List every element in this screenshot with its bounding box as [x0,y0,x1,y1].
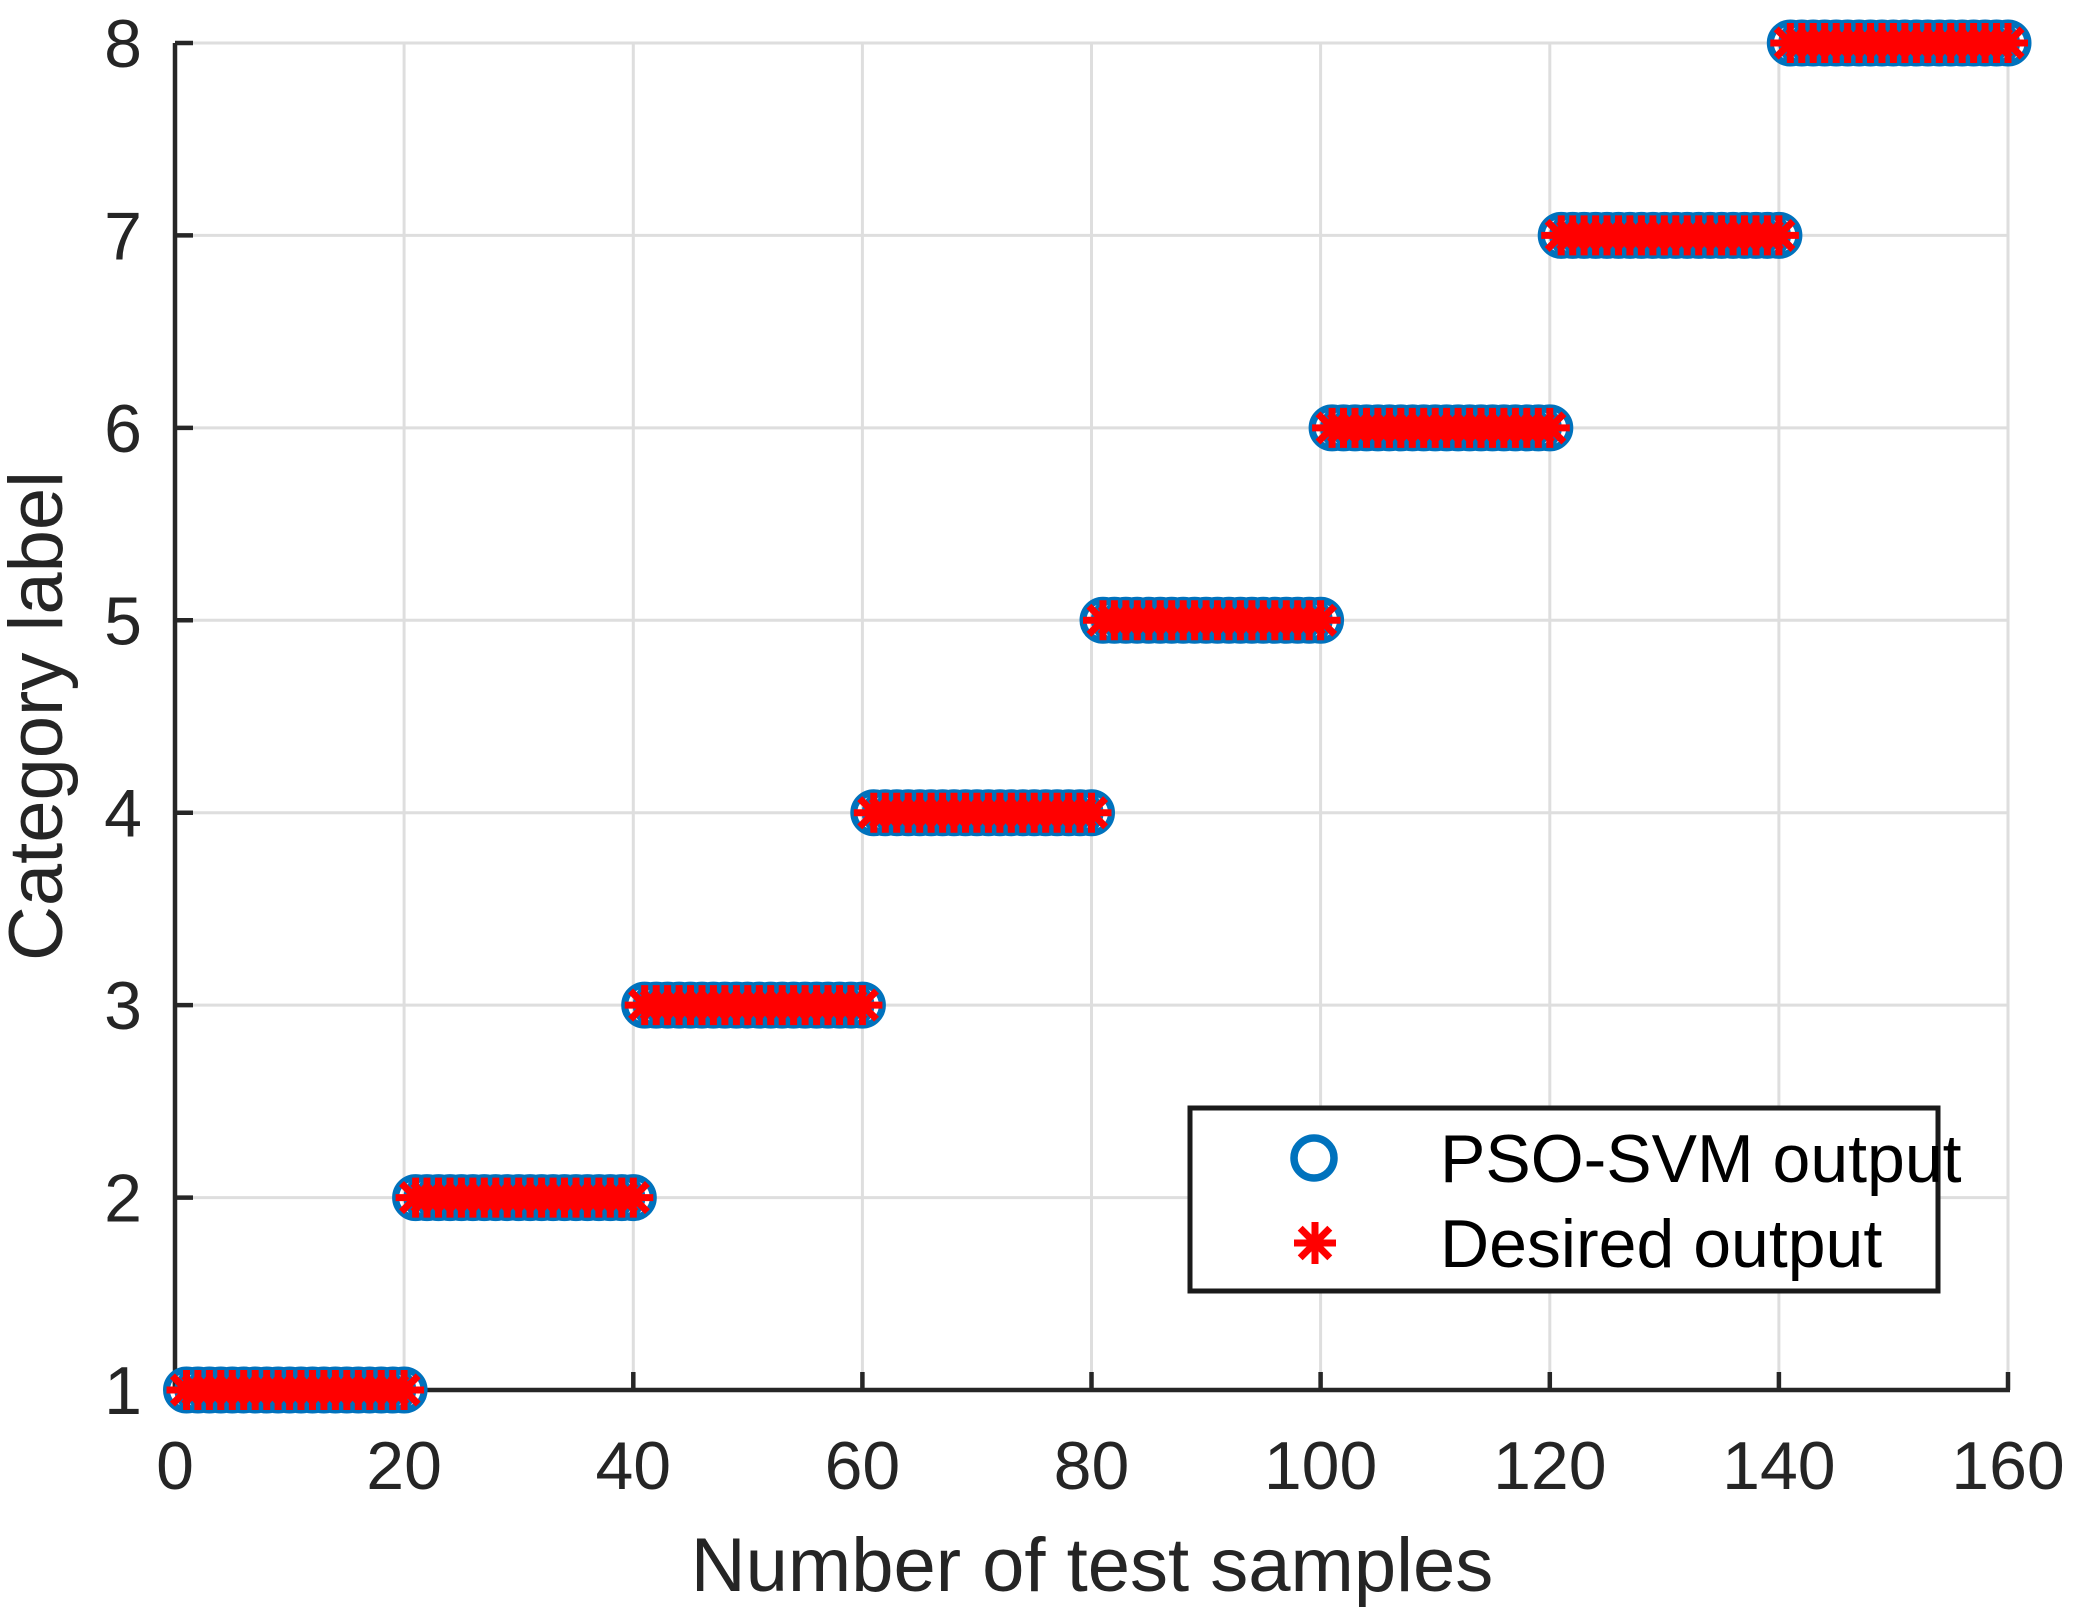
y-tick-label: 4 [104,776,142,852]
legend-circle-marker-icon [1290,1134,1338,1182]
y-tick-label: 1 [104,1353,142,1429]
x-tick-label: 60 [825,1428,901,1504]
x-tick-label: 40 [595,1428,671,1504]
x-tick-label: 120 [1493,1428,1606,1504]
x-tick-label: 160 [1951,1428,2064,1504]
legend-label-pso-svm-output: PSO-SVM output [1440,1121,1962,1197]
y-tick-label: 3 [104,968,142,1044]
y-tick-label: 2 [104,1161,142,1237]
x-tick-label: 0 [156,1428,194,1504]
x-tick-label: 140 [1722,1428,1835,1504]
y-tick-label: 8 [104,6,142,82]
legend-asterisk-marker-icon [1294,1222,1336,1264]
y-tick-label: 5 [104,583,142,659]
x-axis-label: Number of test samples [691,1523,1494,1608]
x-tick-label: 20 [366,1428,442,1504]
legend-label-desired-output: Desired output [1440,1206,1882,1282]
y-tick-label: 7 [104,198,142,274]
x-tick-label: 100 [1264,1428,1377,1504]
x-tick-label: 80 [1054,1428,1130,1504]
y-tick-label: 6 [104,391,142,467]
data-point-asterisk-path [166,23,2028,1410]
legend: PSO-SVM output Desired output [1187,1105,1962,1294]
series-desired-output [166,23,2028,1410]
y-tick-labels: 1 2 3 4 5 6 7 8 [104,6,142,1429]
y-axis-label: Category label [0,471,79,961]
x-tick-labels: 0 20 40 60 80 100 120 140 160 [156,1428,2065,1504]
